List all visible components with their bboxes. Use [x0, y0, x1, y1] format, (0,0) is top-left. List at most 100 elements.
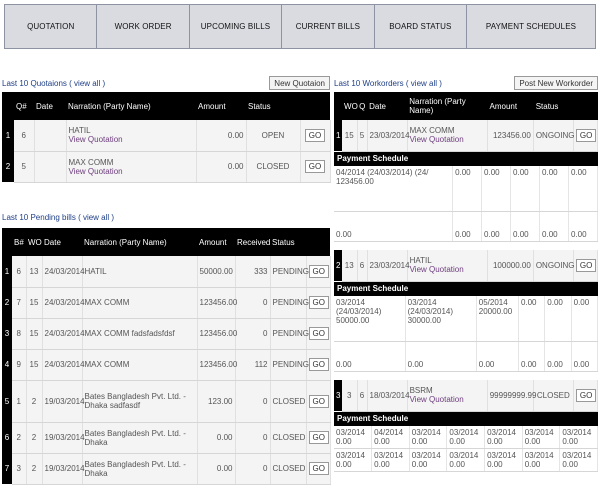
bill-date: 24/03/2014: [42, 349, 85, 381]
wo-date: 18/03/2014: [367, 380, 410, 412]
post-new-workorder-button[interactable]: Post New Workorder: [514, 76, 598, 90]
schedule-cell: 03/2014 0.00: [559, 425, 598, 449]
bill-date: 19/03/2014: [42, 453, 85, 485]
bill-party: MAX COMM: [82, 349, 198, 381]
quotation-number: 6: [14, 120, 35, 152]
wo-amount: 100000.00: [487, 250, 534, 282]
go-button[interactable]: GO: [304, 128, 326, 142]
schedule-cell: 03/2014 0.00: [484, 425, 523, 449]
workorder-block: 1 15 5 23/03/2014 MAX COMM View Quotation 1234…: [334, 120, 599, 242]
bills-table: B# WO Date Narration (Party Name) Amount…: [2, 228, 331, 485]
bill-amount: 0.00: [197, 453, 236, 485]
workorders-col-amount: Amount: [487, 92, 534, 120]
schedule-cell: 0.00: [544, 341, 572, 372]
table-row: 5 1 2 19/03/2014 Bates Bangladesh Pvt. Ltd. …: [2, 380, 331, 423]
go-button[interactable]: GO: [308, 327, 329, 340]
schedule-cell: 0.00: [452, 165, 483, 212]
nav-payment-schedules[interactable]: PAYMENT SCHEDULES: [485, 22, 577, 31]
schedule-row: 03/2014 0.00 03/2014 0.00 03/2014 0.00 03/2…: [334, 448, 598, 472]
party-name: MAX COMM: [68, 157, 114, 167]
quotations-title: Last 10 Quotaions: [2, 78, 67, 88]
workorders-view-all-link[interactable]: ( view all ): [405, 78, 442, 88]
bills-col-status: Status: [270, 228, 306, 256]
party-name: MAX COMM: [409, 126, 455, 136]
table-row: 3 3 6 18/03/2014 BSRM View Quotation 99999999.…: [334, 380, 599, 412]
wo-quotation-number: 6: [357, 380, 368, 412]
go-cell: GO: [573, 380, 599, 412]
bill-wo: 2: [26, 422, 43, 454]
wo-quotation-number: 5: [357, 120, 368, 152]
quotations-view-all-link[interactable]: ( view all ): [69, 78, 106, 88]
wo-number: 3: [342, 380, 358, 412]
go-button[interactable]: GO: [308, 296, 329, 309]
go-button[interactable]: GO: [308, 358, 329, 371]
row-index: 1: [2, 120, 14, 151]
quotations-col-qno: Q#: [14, 92, 34, 120]
bills-view-all-link[interactable]: ( view all ): [78, 212, 115, 222]
quotation-party-cell: MAX COMM View Quotation: [66, 151, 197, 183]
workorder-table: 3 3 6 18/03/2014 BSRM View Quotation 99999999.…: [334, 380, 599, 412]
go-cell: GO: [300, 120, 331, 152]
schedule-cell: 0.00: [568, 211, 598, 242]
payment-schedule-header: Payment Schedule: [334, 151, 598, 166]
schedule-cell: 03/2014 0.00: [446, 425, 486, 449]
row-index: 7: [2, 453, 12, 484]
nav-work-order[interactable]: WORK ORDER: [97, 5, 190, 48]
workorder-table: 2 13 6 23/03/2014 HATIL View Quotation 100000.…: [334, 250, 599, 282]
row-index: 3: [2, 318, 12, 349]
workorders-col-date: Date: [367, 92, 408, 120]
go-button[interactable]: GO: [575, 388, 597, 402]
schedule-cell: 03/2014 0.00: [334, 448, 373, 472]
workorders-col-q: Q: [357, 92, 368, 120]
bill-amount: 123456.00: [197, 287, 237, 319]
go-button[interactable]: GO: [575, 128, 597, 142]
bill-status: PENDING: [270, 287, 309, 319]
go-button[interactable]: GO: [304, 160, 326, 173]
row-index: 4: [2, 349, 12, 380]
go-cell: GO: [306, 453, 331, 485]
go-button[interactable]: GO: [308, 462, 329, 475]
go-button[interactable]: GO: [308, 394, 329, 408]
workorders-header-table: WO Q Date Narration (Party Name) Amount …: [334, 92, 598, 120]
bill-received: 0: [235, 318, 271, 350]
schedule-cell: 03/2014 0.00: [409, 425, 448, 449]
go-button[interactable]: GO: [308, 264, 329, 278]
workorders-col-narration: Narration (Party Name): [407, 92, 488, 120]
view-quotation-link[interactable]: View Quotation: [68, 166, 123, 176]
quotation-amount: 0.00: [196, 151, 247, 183]
schedule-cell: 0.00: [334, 341, 406, 372]
nav-board-status[interactable]: BOARD STATUS: [375, 5, 468, 48]
schedule-cell: 03/2014 0.00: [371, 448, 410, 472]
top-nav: QUOTATION WORK ORDER UPCOMING BILLS CURR…: [4, 4, 596, 49]
schedule-cell: 0.00: [452, 211, 483, 242]
quotations-col-date: Date: [34, 92, 66, 120]
nav-upcoming-bills[interactable]: UPCOMING BILLS: [190, 5, 283, 48]
schedule-cell: 0.00: [571, 341, 599, 372]
bill-status: CLOSED: [270, 453, 307, 485]
bill-number: 9: [12, 349, 27, 381]
view-quotation-link[interactable]: View Quotation: [409, 135, 464, 145]
bills-col-action: [306, 228, 330, 256]
go-cell: GO: [573, 250, 599, 282]
schedule-cell: 0.00: [518, 341, 546, 372]
workorders-col-status: Status: [533, 92, 574, 120]
workorder-block: 3 3 6 18/03/2014 BSRM View Quotation 99999999.…: [334, 380, 599, 472]
bill-amount: 0.00: [197, 422, 236, 454]
go-button[interactable]: GO: [575, 258, 597, 272]
table-row: 4 9 15 24/03/2014 MAX COMM 123456.00 112 PENDIN…: [2, 349, 331, 381]
table-row: 1 15 5 23/03/2014 MAX COMM View Quotation 1234…: [334, 120, 599, 152]
new-quotation-button[interactable]: New Quotaion: [269, 76, 330, 90]
go-button[interactable]: GO: [308, 431, 329, 444]
nav-quotation[interactable]: QUOTATION: [5, 5, 98, 48]
view-quotation-link[interactable]: View Quotation: [409, 265, 464, 275]
schedule-cell: 0.00: [539, 211, 569, 242]
wo-amount: 99999999.99: [487, 380, 536, 412]
quotation-number: 5: [14, 151, 35, 183]
view-quotation-link[interactable]: View Quotation: [409, 395, 464, 405]
bill-date: 24/03/2014: [42, 256, 85, 288]
party-name: BSRM: [409, 386, 433, 396]
nav-current-bills[interactable]: CURRENT BILLS: [282, 5, 375, 48]
wo-status: CLOSED: [533, 380, 574, 412]
view-quotation-link[interactable]: View Quotation: [68, 135, 123, 145]
quotation-date: [34, 120, 67, 152]
